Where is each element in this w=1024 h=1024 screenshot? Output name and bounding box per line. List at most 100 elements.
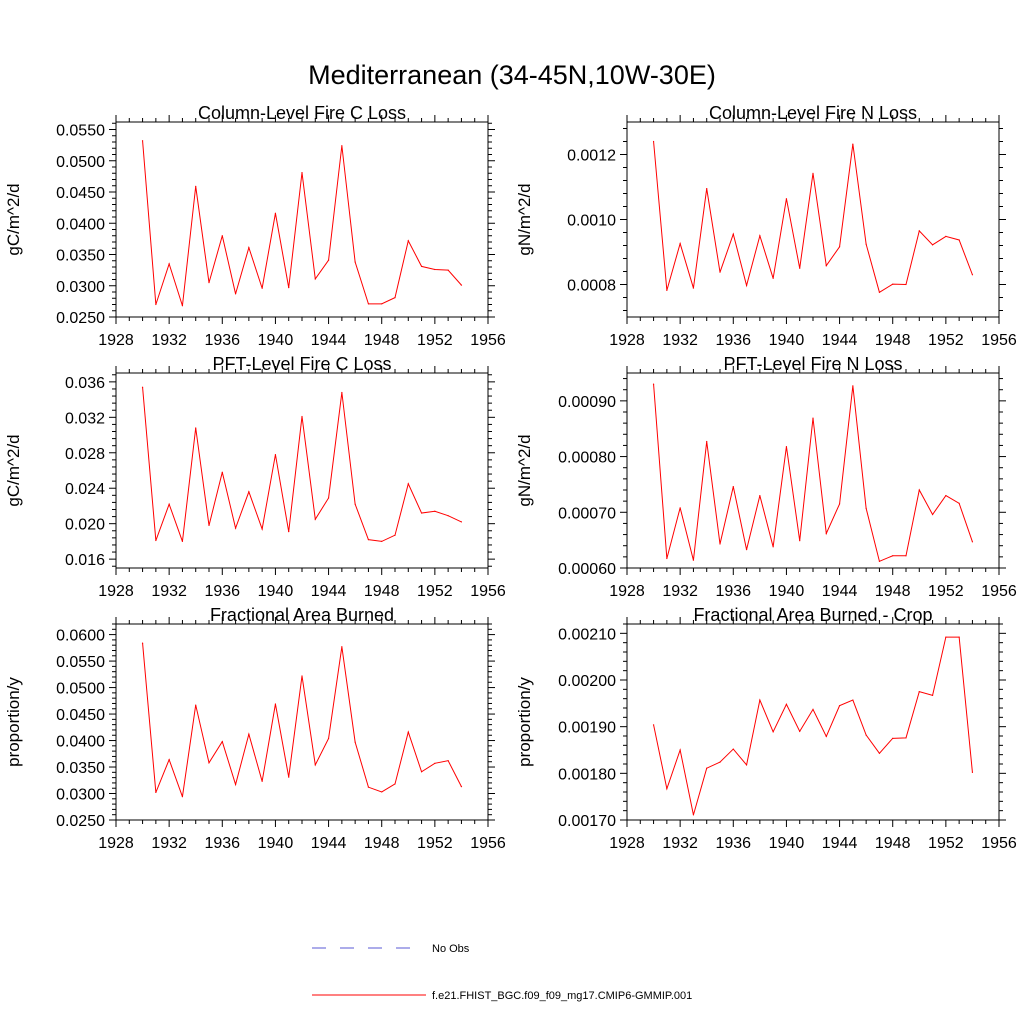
data-point: [679, 242, 681, 245]
y-tick-label: 0.00190: [558, 720, 616, 737]
data-point: [234, 293, 237, 295]
data-point: [785, 198, 788, 200]
data-point: [327, 259, 330, 261]
x-tick-label: 1944: [822, 332, 858, 349]
plot-frame: [115, 372, 489, 569]
data-point: [434, 268, 436, 271]
data-point: [301, 415, 303, 418]
panel-column-level-fire-c-loss: 1928 1932 1936 1940 1944 1948 1952 1956 0.0250 0.…: [4, 103, 506, 349]
data-point: [195, 704, 197, 706]
data-point: [314, 764, 316, 766]
x-tick-label: 1932: [151, 332, 187, 349]
x-tick-label: 1952: [417, 835, 453, 852]
data-point: [931, 694, 934, 697]
data-point: [958, 502, 960, 504]
y-tick-label: 0.0350: [56, 248, 105, 265]
data-point: [666, 289, 668, 291]
y-tick-label: 0.00210: [558, 626, 616, 643]
data-point: [288, 531, 290, 533]
panel-title: Fractional Area Burned: [210, 605, 394, 625]
data-point: [852, 143, 854, 145]
data-point: [931, 513, 934, 516]
data-point: [666, 557, 668, 560]
data-point: [460, 521, 463, 523]
panel-title: Fractional Area Burned - Crop: [693, 605, 932, 625]
y-tick-label: 0.0550: [56, 654, 105, 671]
data-point: [301, 675, 303, 677]
data-point: [812, 708, 814, 711]
data-point: [381, 540, 383, 543]
data-point: [354, 741, 356, 743]
x-tick-label: 1936: [204, 332, 240, 349]
data-point: [407, 240, 409, 242]
plot-frame: [115, 121, 489, 318]
y-tick-label: 0.00070: [558, 505, 616, 522]
x-tick-label: 1944: [822, 583, 858, 600]
data-point: [878, 752, 881, 754]
plot-frame: [115, 623, 489, 821]
data-point: [234, 783, 237, 786]
data-point: [407, 731, 409, 733]
y-tick-label: 0.00180: [558, 766, 616, 783]
data-point: [248, 733, 250, 735]
data-point: [420, 265, 423, 267]
data-point: [931, 244, 934, 246]
legend-label-model: f.e21.FHIST_BGC.f09_f09_mg17.CMIP6-GMMIP…: [432, 990, 692, 1002]
data-point: [812, 417, 814, 419]
x-tick-label: 1936: [204, 835, 240, 852]
data-point: [208, 282, 210, 284]
data-point: [825, 735, 827, 738]
data-point: [460, 284, 463, 286]
data-point: [706, 440, 708, 443]
data-point: [447, 760, 449, 762]
plot-frame: [626, 372, 1000, 569]
x-tick-label: 1940: [769, 835, 805, 852]
data-point: [945, 494, 947, 497]
data-point: [812, 172, 814, 174]
data-point: [652, 140, 655, 143]
data-point: [958, 239, 960, 241]
data-point: [971, 541, 974, 543]
data-point: [434, 762, 436, 764]
x-tick-label: 1948: [875, 835, 911, 852]
data-point: [341, 145, 343, 147]
panel-column-level-fire-n-loss: 1928 1932 1936 1940 1944 1948 1952 1956 0.0008 0.…: [515, 103, 1017, 349]
y-tick-label: 0.0250: [56, 813, 105, 830]
y-tick-label: 0.0350: [56, 760, 105, 777]
data-point: [168, 759, 170, 761]
x-tick-label: 1940: [258, 835, 294, 852]
panel-title: Column-Level Fire C Loss: [198, 103, 406, 123]
data-point: [958, 636, 960, 638]
data-point: [785, 445, 788, 448]
data-point: [878, 291, 881, 293]
data-point: [799, 730, 801, 732]
x-tick-label: 1952: [417, 332, 453, 349]
panel-title: PFT-Level Fire C Loss: [212, 354, 391, 374]
data-point: [274, 212, 277, 214]
data-point: [394, 783, 396, 785]
y-tick-label: 0.028: [65, 446, 105, 463]
legend-label-no-obs: No Obs: [432, 943, 470, 955]
series-line: [142, 140, 462, 306]
series-line: [653, 141, 973, 294]
x-tick-label: 1944: [311, 332, 347, 349]
y-axis-label: gN/m^2/d: [515, 434, 534, 506]
y-tick-label: 0.0500: [56, 154, 105, 171]
x-tick-label: 1948: [875, 332, 911, 349]
data-point: [745, 549, 748, 551]
x-tick-label: 1932: [151, 583, 187, 600]
data-point: [155, 539, 157, 542]
data-point: [706, 767, 708, 769]
data-point: [274, 703, 277, 705]
data-point: [341, 646, 343, 648]
data-point: [719, 761, 721, 763]
x-tick-label: 1956: [470, 583, 506, 600]
y-axis-label: gC/m^2/d: [4, 183, 23, 255]
x-tick-label: 1952: [928, 835, 964, 852]
data-point: [759, 494, 761, 497]
data-point: [892, 283, 894, 285]
data-point: [221, 235, 223, 237]
data-point: [825, 532, 827, 535]
data-point: [208, 762, 210, 764]
data-point: [918, 691, 920, 693]
